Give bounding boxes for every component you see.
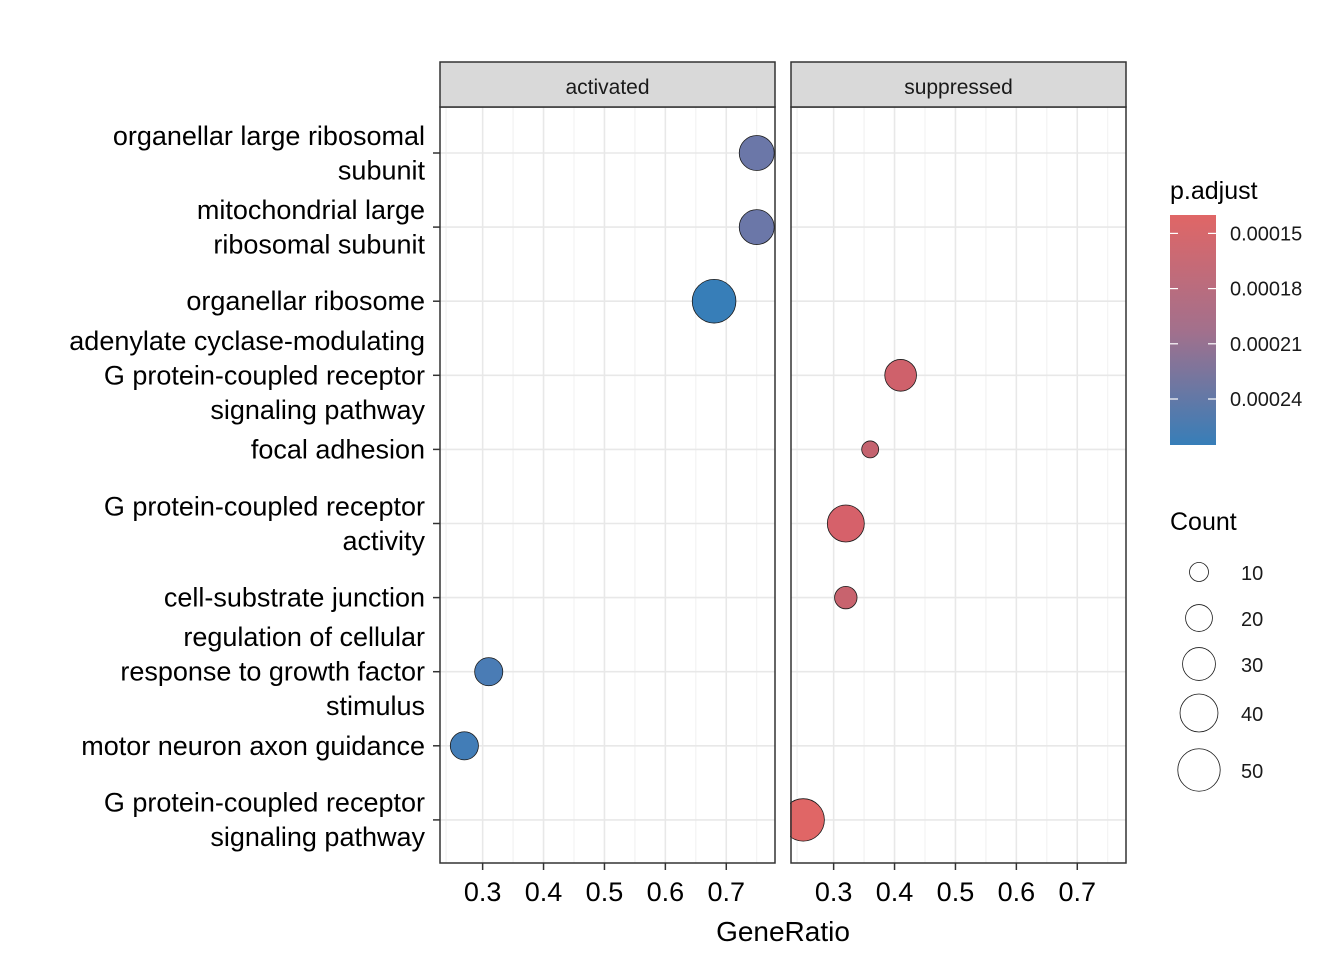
- data-point: [449, 731, 479, 761]
- y-tick-label: G protein-coupled receptor activity: [104, 491, 426, 556]
- x-tick-label: 0.4: [876, 877, 914, 907]
- y-tick-label-line: subunit: [338, 155, 426, 185]
- x-tick-label: 0.6: [998, 877, 1036, 907]
- y-tick-label-line: stimulus: [326, 691, 425, 721]
- strip-label-suppressed: suppressed: [904, 76, 1013, 99]
- x-tick-label: 0.3: [815, 877, 853, 907]
- size-legend-key: [1189, 562, 1209, 582]
- y-tick-label: organellar large ribosomal subunit: [113, 121, 426, 186]
- y-tick-label-line: signaling pathway: [210, 822, 425, 852]
- x-tick-label: 0.5: [586, 877, 624, 907]
- y-tick-label-line: organellar large ribosomal: [113, 121, 425, 151]
- size-legend-label: 30: [1241, 655, 1263, 677]
- strip-activated: [439, 61, 776, 108]
- x-tick-label: 0.3: [464, 877, 502, 907]
- size-legend-title: Count: [1170, 508, 1237, 536]
- size-legend-key: [1185, 604, 1213, 632]
- data-points: [449, 107, 917, 863]
- data-point: [826, 504, 865, 543]
- data-point: [834, 585, 858, 610]
- y-tick-label-line: signaling pathway: [210, 395, 425, 425]
- x-tick-label: 0.5: [937, 877, 975, 907]
- y-tick-label: mitochondrial large ribosomal subunit: [197, 195, 426, 260]
- size-legend-key: [1182, 647, 1216, 681]
- x-tick-label: 0.7: [707, 877, 745, 907]
- data-point: [884, 359, 917, 392]
- y-tick-label-line: regulation of cellular: [183, 622, 425, 652]
- data-point: [691, 278, 737, 324]
- size-legend-label: 50: [1241, 761, 1263, 783]
- y-tick-label-line: motor neuron axon guidance: [81, 731, 425, 761]
- x-tick-label: 0.7: [1058, 877, 1096, 907]
- y-tick-label: G protein-coupled receptor signaling path…: [104, 788, 426, 853]
- y-axis-labels: organellar large ribosomal subunit mitocho…: [69, 121, 440, 852]
- y-tick-label-line: G protein-coupled receptor: [104, 360, 425, 390]
- x-axis: 0.3 0.4 0.5 0.6 0.7 0.3 0.4 0.5 0.6 0.7: [464, 863, 1096, 907]
- y-tick-label: regulation of cellular response to growth…: [120, 622, 425, 721]
- color-legend-label: 0.00015: [1230, 223, 1302, 245]
- data-point: [474, 657, 504, 687]
- y-tick-label-line: ribosomal subunit: [213, 229, 425, 259]
- y-tick-label: organellar ribosome: [186, 286, 425, 316]
- size-legend-label: 20: [1241, 609, 1263, 631]
- strip-label-activated: activated: [565, 76, 649, 99]
- y-tick-label: motor neuron axon guidance: [81, 731, 425, 761]
- panel-background-activated: [440, 107, 775, 863]
- y-tick-label-line: cell-substrate junction: [164, 583, 425, 613]
- color-bar: [1170, 215, 1216, 445]
- data-point: [861, 440, 880, 459]
- y-tick-label-line: organellar ribosome: [186, 286, 425, 316]
- panel-gap: [776, 107, 790, 863]
- data-point: [738, 209, 775, 245]
- size-legend-key: [1179, 693, 1219, 733]
- y-tick-label-line: mitochondrial large: [197, 195, 425, 225]
- color-legend-title: p.adjust: [1170, 177, 1258, 205]
- y-tick-label: adenylate cyclase-modulating G protein-co…: [69, 326, 425, 425]
- y-tick-label-line: focal adhesion: [251, 434, 425, 464]
- color-legend-label: 0.00018: [1230, 279, 1302, 301]
- size-legend-key: [1177, 748, 1221, 792]
- color-legend-label: 0.00021: [1230, 334, 1302, 356]
- size-legend-label: 40: [1241, 704, 1263, 726]
- data-point: [738, 135, 775, 171]
- y-tick-label-line: G protein-coupled receptor: [104, 491, 425, 521]
- panel-background-suppressed: [791, 107, 1126, 863]
- facet-strips: activated suppressed: [439, 61, 1127, 108]
- y-tick-label-line: adenylate cyclase-modulating: [69, 326, 425, 356]
- y-tick-label-line: activity: [342, 526, 425, 556]
- x-tick-label: 0.6: [647, 877, 685, 907]
- y-tick-label-line: response to growth factor: [120, 657, 425, 687]
- color-legend-label: 0.00024: [1230, 389, 1302, 411]
- size-legend: Count 10 20 30 40 50: [1170, 508, 1263, 792]
- grid-lines: [440, 107, 1126, 863]
- strip-suppressed: [790, 61, 1127, 108]
- color-legend: p.adjust 0.00015 0.00018 0.00021 0.00024: [1170, 177, 1302, 445]
- x-axis-title: GeneRatio: [716, 916, 850, 947]
- y-tick-label-line: G protein-coupled receptor: [104, 788, 425, 818]
- y-tick-label: cell-substrate junction: [164, 583, 425, 613]
- x-tick-label: 0.4: [525, 877, 563, 907]
- size-legend-label: 10: [1241, 563, 1263, 585]
- y-tick-label: focal adhesion: [251, 434, 425, 464]
